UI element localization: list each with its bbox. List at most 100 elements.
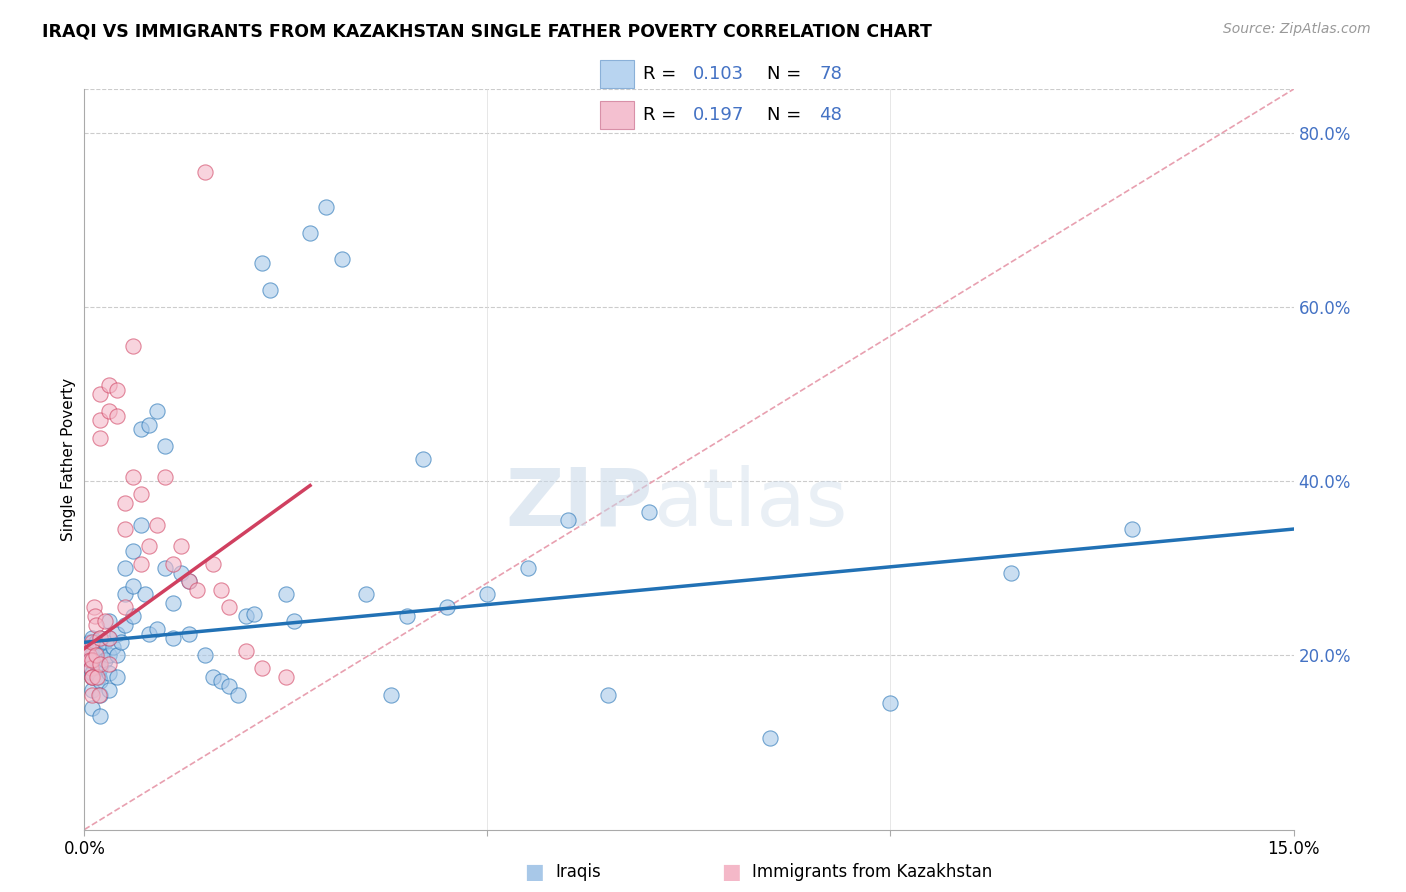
Point: [259, 283, 281, 297]
Point: [121, 470, 143, 484]
Point: [105, 648, 128, 663]
Point: [138, 626, 160, 640]
Point: [82, 648, 104, 663]
Text: 48: 48: [820, 106, 842, 124]
FancyBboxPatch shape: [600, 60, 634, 88]
Point: [242, 607, 264, 621]
Point: [146, 517, 169, 532]
Point: [89, 631, 111, 645]
Point: [114, 600, 136, 615]
Point: [380, 688, 402, 702]
Point: [82, 635, 104, 649]
Point: [194, 165, 217, 179]
Point: [80, 670, 103, 684]
Point: [114, 561, 136, 575]
Point: [121, 544, 143, 558]
Point: [129, 557, 152, 571]
Point: [637, 505, 659, 519]
Point: [330, 252, 353, 266]
Point: [162, 557, 184, 571]
Point: [89, 657, 111, 671]
Point: [146, 622, 169, 636]
Point: [80, 670, 103, 684]
Point: [97, 657, 120, 671]
Point: [477, 587, 499, 601]
Point: [79, 653, 101, 667]
Point: [79, 635, 101, 649]
Point: [89, 640, 111, 654]
Point: [89, 631, 111, 645]
Point: [101, 640, 124, 654]
Text: Iraqis: Iraqis: [555, 863, 602, 881]
Point: [80, 661, 103, 675]
Point: [79, 653, 101, 667]
Point: [83, 609, 105, 624]
Point: [226, 688, 249, 702]
Point: [274, 587, 297, 601]
Point: [110, 635, 132, 649]
Point: [194, 648, 217, 663]
Point: [82, 653, 104, 667]
Point: [86, 635, 108, 649]
Point: [89, 431, 111, 445]
Text: N =: N =: [766, 65, 807, 83]
Point: [89, 688, 111, 702]
Point: [105, 670, 128, 684]
Point: [86, 653, 108, 667]
FancyBboxPatch shape: [600, 101, 634, 129]
Point: [274, 670, 297, 684]
Text: IRAQI VS IMMIGRANTS FROM KAZAKHSTAN SINGLE FATHER POVERTY CORRELATION CHART: IRAQI VS IMMIGRANTS FROM KAZAKHSTAN SING…: [42, 22, 932, 40]
Point: [356, 587, 378, 601]
Point: [186, 582, 208, 597]
Point: [79, 644, 101, 658]
Point: [395, 609, 418, 624]
Point: [179, 574, 201, 589]
Point: [82, 640, 104, 654]
Point: [209, 582, 232, 597]
Point: [235, 644, 257, 658]
Point: [129, 517, 152, 532]
Point: [82, 683, 104, 698]
Point: [250, 661, 273, 675]
Point: [89, 387, 111, 401]
Point: [97, 683, 120, 698]
Point: [516, 561, 538, 575]
Point: [162, 631, 184, 645]
Text: 0.197: 0.197: [693, 106, 744, 124]
Point: [82, 631, 104, 645]
Point: [209, 674, 232, 689]
Point: [153, 561, 176, 575]
Text: R =: R =: [643, 65, 682, 83]
Point: [315, 200, 337, 214]
Point: [97, 404, 120, 418]
Point: [80, 661, 103, 675]
Point: [83, 600, 105, 615]
Point: [179, 574, 201, 589]
Point: [299, 226, 322, 240]
Point: [114, 618, 136, 632]
Point: [412, 452, 434, 467]
Point: [93, 653, 115, 667]
Point: [93, 635, 115, 649]
Text: Source: ZipAtlas.com: Source: ZipAtlas.com: [1223, 22, 1371, 37]
Point: [105, 626, 128, 640]
Text: N =: N =: [766, 106, 807, 124]
Point: [87, 688, 110, 702]
Point: [162, 596, 184, 610]
Point: [170, 566, 193, 580]
Point: [1000, 566, 1022, 580]
Text: ■: ■: [524, 863, 544, 882]
Point: [121, 609, 143, 624]
Point: [153, 470, 176, 484]
Point: [153, 439, 176, 453]
Point: [250, 256, 273, 270]
Point: [86, 648, 108, 663]
Text: atlas: atlas: [652, 465, 846, 543]
Point: [1121, 522, 1143, 536]
Point: [93, 614, 115, 628]
Point: [283, 614, 305, 628]
Point: [82, 665, 104, 680]
Point: [84, 618, 107, 632]
Point: [114, 587, 136, 601]
Point: [89, 674, 111, 689]
